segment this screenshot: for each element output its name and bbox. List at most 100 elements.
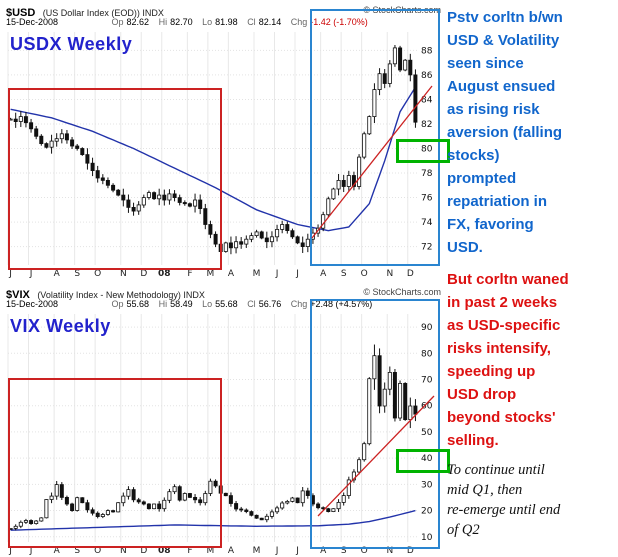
vix-quote-line: 15-Dec-2008 Op 55.68 Hi 58.49 Lo 55.68 Cl 56… [6, 299, 444, 309]
svg-text:M: M [207, 269, 215, 279]
usd-open-value: 82.62 [126, 17, 150, 27]
svg-text:D: D [140, 269, 147, 279]
svg-text:M: M [253, 546, 261, 556]
vix-spike-highlight-box [310, 299, 440, 549]
svg-text:J: J [29, 546, 33, 556]
vix-low-label: Lo [202, 299, 213, 309]
usd-symbol: $USD [6, 7, 36, 19]
outlook-footnote: To continue until mid Q1, then re-emerge… [447, 462, 561, 538]
usd-watermark-label: USDX Weekly [10, 34, 133, 54]
usd-low-label: Lo [202, 17, 213, 27]
vix-watermark-label: VIX Weekly [10, 316, 111, 336]
svg-text:50: 50 [421, 428, 433, 438]
usd-quote-line: 15-Dec-2008 Op 82.62 Hi 82.70 Lo 81.98 Cl 82… [6, 17, 444, 27]
svg-text:D: D [140, 546, 147, 556]
positive-correlation-note: Pstv corltn b/wn USD & Volatility seen s… [447, 9, 563, 256]
vix-chart-panel: $VIX (Volatility Index - New Methodology… [0, 282, 446, 557]
svg-text:J: J [295, 269, 299, 279]
svg-text:74: 74 [421, 218, 433, 228]
vix-change-label: Chg [290, 299, 308, 309]
svg-text:78: 78 [421, 169, 433, 179]
svg-text:10: 10 [421, 533, 433, 543]
svg-text:30: 30 [421, 480, 433, 490]
svg-text:A: A [320, 269, 327, 279]
svg-text:J: J [295, 546, 299, 556]
svg-text:O: O [94, 546, 101, 556]
svg-text:N: N [120, 546, 127, 556]
svg-text:M: M [253, 269, 261, 279]
usd-high-value: 82.70 [170, 17, 193, 27]
svg-text:J: J [29, 269, 33, 279]
vix-range-highlight-box [8, 378, 222, 548]
svg-text:70: 70 [421, 376, 433, 386]
svg-text:86: 86 [421, 71, 433, 81]
svg-text:A: A [228, 269, 235, 279]
svg-text:40: 40 [421, 454, 433, 464]
svg-text:O: O [361, 269, 368, 279]
usd-80-level-highlight-box [396, 139, 450, 163]
vix-change-value: +2.48 (+4.57%) [310, 299, 373, 309]
svg-text:F: F [187, 546, 192, 556]
vix-high-label: Hi [158, 299, 168, 309]
svg-text:S: S [74, 546, 80, 556]
svg-text:N: N [120, 269, 127, 279]
svg-text:20: 20 [421, 507, 433, 517]
svg-text:80: 80 [421, 349, 433, 359]
svg-text:N: N [386, 546, 393, 556]
usd-decline-highlight-box [8, 88, 222, 270]
svg-text:O: O [94, 269, 101, 279]
vix-description: (Volatility Index - New Methodology) IND… [37, 290, 205, 300]
vix-close-label: Cl [247, 299, 256, 309]
vix-candlestick-plot: J J A S O N D 08 F M A M J J A S O N D 90 80 70 60 50 40 30 20 10 [7, 314, 433, 556]
svg-text:S: S [341, 546, 347, 556]
svg-text:N: N [386, 269, 393, 279]
svg-text:J: J [8, 269, 12, 279]
usd-candlestick-plot: J J A S O N D 08 F M A M J J A S O N D 88 86 84 82 80 78 76 74 72 [7, 32, 433, 279]
svg-text:J: J [275, 269, 279, 279]
usd-date: 15-Dec-2008 [6, 17, 59, 27]
svg-text:80: 80 [421, 145, 433, 155]
correlation-waned-note: But corltn waned in past 2 weeks as USD-… [447, 271, 569, 449]
svg-text:84: 84 [421, 95, 433, 105]
usd-change-label: Chg [290, 17, 308, 27]
usd-change-value: -1.42 (-1.70%) [310, 17, 368, 27]
svg-text:90: 90 [421, 323, 433, 333]
usd-low-value: 81.98 [215, 17, 238, 27]
usd-open-label: Op [111, 17, 124, 27]
commentary-column: Pstv corltn b/wn USD & Volatility seen s… [447, 6, 615, 540]
svg-text:76: 76 [421, 194, 433, 204]
vix-open-label: Op [111, 299, 124, 309]
vix-open-value: 55.68 [126, 299, 150, 309]
svg-text:82: 82 [421, 120, 432, 130]
usd-high-label: Hi [158, 17, 168, 27]
vix-date: 15-Dec-2008 [6, 299, 59, 309]
usd-description: (US Dollar Index (EOD)) INDX [42, 8, 164, 18]
copyright-vix: © StockCharts.com [363, 287, 441, 297]
svg-text:M: M [207, 546, 215, 556]
svg-text:D: D [407, 546, 414, 556]
vix-symbol: $VIX [6, 289, 30, 301]
svg-text:O: O [361, 546, 368, 556]
svg-text:D: D [407, 269, 414, 279]
svg-text:A: A [54, 269, 61, 279]
svg-text:72: 72 [421, 243, 432, 253]
svg-text:08: 08 [158, 269, 171, 279]
vix-header: $VIX (Volatility Index - New Methodology… [6, 285, 444, 301]
svg-text:08: 08 [158, 546, 171, 556]
vix-low-value: 55.68 [215, 299, 238, 309]
svg-text:J: J [8, 546, 12, 556]
vix-close-value: 56.76 [258, 299, 282, 309]
usd-close-value: 82.14 [258, 17, 282, 27]
svg-text:S: S [341, 269, 347, 279]
svg-text:J: J [275, 546, 279, 556]
usd-close-label: Cl [247, 17, 256, 27]
svg-text:88: 88 [421, 46, 433, 56]
svg-text:S: S [74, 269, 80, 279]
svg-text:F: F [187, 269, 192, 279]
svg-text:A: A [54, 546, 61, 556]
svg-text:A: A [320, 546, 327, 556]
vix-40-level-highlight-box [396, 449, 450, 473]
svg-text:A: A [228, 546, 235, 556]
